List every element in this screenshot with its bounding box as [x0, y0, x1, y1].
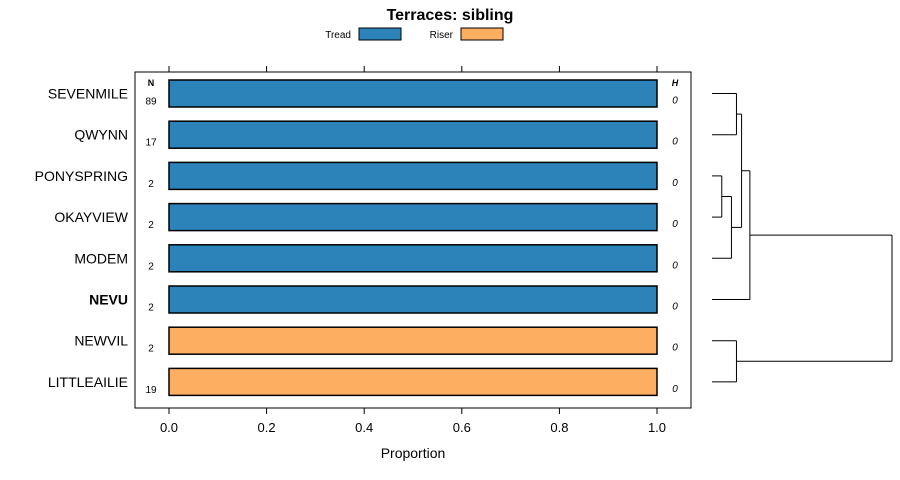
chart-title: Terraces: sibling [387, 7, 514, 24]
dendrogram [712, 93, 893, 383]
category-label-sevenmile: SEVENMILE [48, 86, 128, 102]
category-label-modem: MODEM [74, 250, 128, 266]
category-label-ponyspring: PONYSPRING [35, 168, 128, 184]
h-value-ponyspring: 0 [672, 178, 678, 189]
bar-riser-littleailie [168, 367, 658, 397]
n-value-littleailie: 19 [145, 385, 157, 396]
n-value-ponyspring: 2 [148, 179, 154, 190]
x-tick-label: 0.6 [453, 420, 471, 435]
n-value-qwynn: 17 [145, 138, 157, 149]
h-value-modem: 0 [672, 260, 678, 271]
h-value-nevu: 0 [672, 302, 678, 313]
bar-tread-sevenmile [168, 79, 658, 108]
n-column-header: N [148, 78, 155, 88]
bar-tread-okayview [168, 202, 658, 232]
legend: Tread Riser [325, 27, 504, 41]
legend-swatch-riser [460, 27, 504, 41]
n-value-newvil: 2 [148, 344, 154, 355]
h-value-qwynn: 0 [672, 137, 678, 148]
h-value-newvil: 0 [672, 343, 678, 354]
n-value-nevu: 2 [148, 303, 154, 314]
x-tick-label: 0.4 [355, 420, 373, 435]
legend-label-tread: Tread [325, 30, 351, 41]
x-tick-label: 0.0 [160, 420, 178, 435]
category-label-littleailie: LITTLEAILIE [48, 374, 128, 390]
bar-riser-newvil [168, 326, 658, 355]
x-axis-label: Proportion [381, 445, 446, 461]
h-column-header: H [672, 78, 679, 88]
category-label-qwynn: QWYNN [74, 127, 128, 143]
h-value-sevenmile: 0 [672, 96, 678, 107]
x-tick-label: 1.0 [648, 420, 666, 435]
category-label-newvil: NEWVIL [74, 333, 128, 349]
n-value-okayview: 2 [148, 220, 154, 231]
n-value-sevenmile: 89 [145, 97, 157, 108]
legend-label-riser: Riser [430, 30, 454, 41]
x-tick-label: 0.2 [258, 420, 276, 435]
bar-tread-ponyspring [168, 161, 658, 191]
h-value-okayview: 0 [672, 219, 678, 230]
bar-tread-qwynn [168, 120, 658, 149]
category-label-nevu: NEVU [89, 292, 128, 308]
bar-tread-nevu [168, 285, 658, 314]
plot-panel [134, 71, 692, 409]
h-value-littleailie: 0 [672, 384, 678, 395]
x-tick-label: 0.8 [550, 420, 568, 435]
legend-swatch-tread [358, 27, 402, 41]
category-label-okayview: OKAYVIEW [54, 209, 128, 225]
n-value-modem: 2 [148, 261, 154, 272]
bar-tread-modem [168, 244, 658, 273]
